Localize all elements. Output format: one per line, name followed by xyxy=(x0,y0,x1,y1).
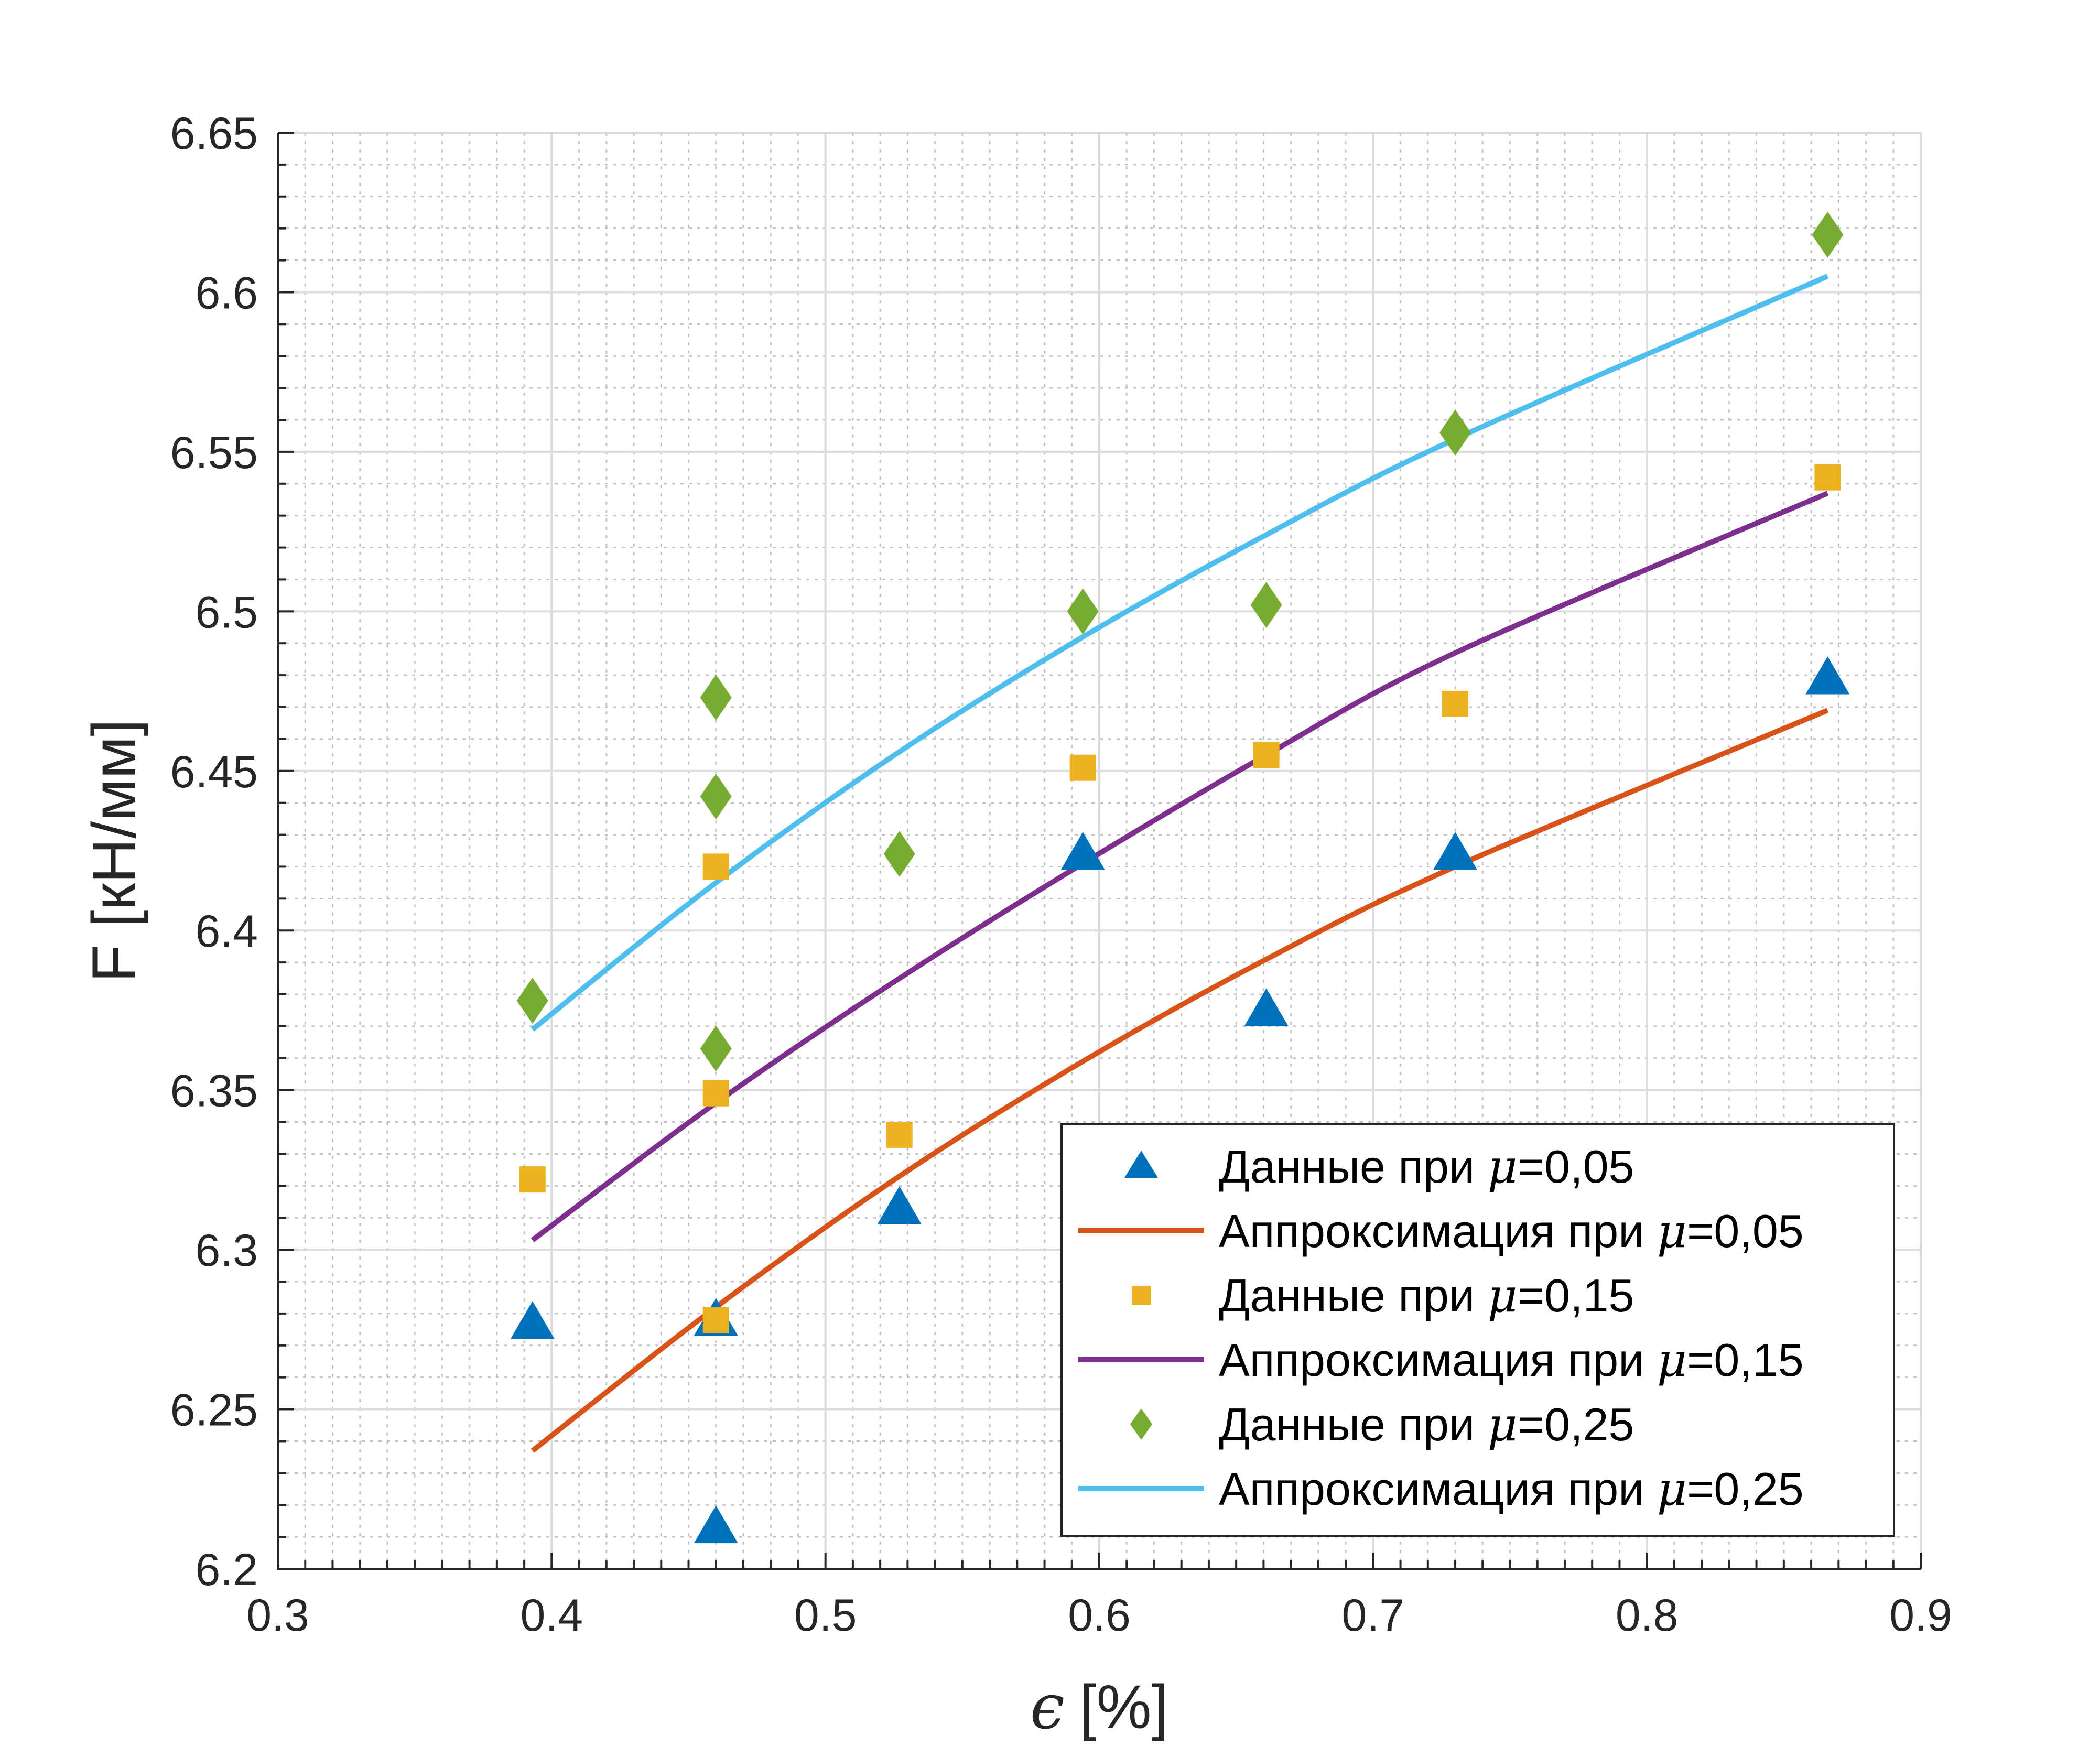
data-point-square xyxy=(1069,754,1096,781)
x-tick-label: 0.5 xyxy=(794,1590,857,1641)
data-point-diamond xyxy=(516,978,548,1024)
legend-entry: Данные при μ=0,15 xyxy=(1132,1268,1634,1322)
data-point-square xyxy=(702,1307,729,1333)
data-point-diamond xyxy=(1812,211,1844,258)
data-point-triangle xyxy=(1244,988,1289,1026)
legend-entry: Аппроксимация при μ=0,15 xyxy=(1078,1333,1804,1387)
data-point-triangle xyxy=(1060,832,1105,870)
data-point-square xyxy=(1253,742,1280,768)
x-tick-label: 0.4 xyxy=(521,1590,583,1641)
data-point-square xyxy=(886,1121,913,1148)
legend-label: Аппроксимация при μ=0,25 xyxy=(1219,1462,1804,1516)
x-axis-title: ϵ [%] xyxy=(1030,1671,1169,1743)
tick-labels: 0.3 0.4 0.5 0.6 0.7 0.8 0.9 6.2 6.25 6.3 6.35 6.4 6.… xyxy=(170,109,1952,1641)
data-point-diamond xyxy=(883,831,915,877)
data-point-diamond xyxy=(700,773,732,820)
data-point-square xyxy=(1442,690,1469,717)
series-markers xyxy=(510,211,1850,1544)
x-tick-label: 0.9 xyxy=(1889,1590,1952,1641)
data-point-square xyxy=(702,1080,729,1107)
legend-label: Данные при μ=0,05 xyxy=(1219,1140,1634,1194)
x-tick-label: 0.7 xyxy=(1342,1590,1405,1641)
data-point-diamond xyxy=(700,674,732,721)
data-point-triangle xyxy=(1433,832,1478,870)
legend-box xyxy=(1060,1123,1895,1537)
data-point-square xyxy=(519,1166,546,1193)
legend-label: Аппроксимация при μ=0,05 xyxy=(1219,1204,1804,1258)
data-point-square xyxy=(1814,464,1841,491)
y-tick-label: 6.4 xyxy=(195,906,258,957)
y-tick-label: 6.35 xyxy=(170,1066,258,1116)
y-tick-label: 6.65 xyxy=(170,109,258,159)
legend-marker-diamond xyxy=(1130,1408,1152,1440)
data-point-triangle xyxy=(694,1505,738,1544)
x-tick-label: 0.6 xyxy=(1068,1590,1131,1641)
data-point-diamond xyxy=(700,1025,732,1072)
series-line-5 xyxy=(531,274,1829,1032)
y-tick-label: 6.2 xyxy=(195,1545,258,1595)
x-tick-label: 0.3 xyxy=(246,1590,309,1641)
axes xyxy=(277,132,1922,1570)
y-tick-label: 6.6 xyxy=(195,268,258,318)
data-point-diamond xyxy=(1250,582,1282,628)
data-point-triangle xyxy=(1805,656,1850,695)
data-point-triangle xyxy=(877,1186,922,1224)
legend-marker-square xyxy=(1132,1286,1151,1305)
y-tick-label: 6.5 xyxy=(195,587,258,637)
y-axis-title: F [кН/мм] xyxy=(80,719,149,982)
data-point-triangle xyxy=(510,1301,555,1339)
epsilon-symbol: ϵ xyxy=(1030,1671,1065,1743)
y-tick-label: 6.25 xyxy=(170,1385,258,1436)
x-axis-title-text: [%] xyxy=(1079,1673,1169,1742)
legend-label: Данные при μ=0,25 xyxy=(1219,1397,1634,1451)
legend-label: Данные при μ=0,15 xyxy=(1219,1268,1634,1322)
data-point-diamond xyxy=(1067,588,1099,635)
legend-marker-triangle xyxy=(1124,1151,1158,1178)
y-tick-label: 6.45 xyxy=(170,747,258,797)
data-point-diamond xyxy=(1439,409,1471,456)
legend-entry: Данные при μ=0,05 xyxy=(1124,1140,1634,1194)
y-tick-label: 6.55 xyxy=(170,428,258,478)
legend-label: Аппроксимация при μ=0,15 xyxy=(1219,1333,1804,1387)
data-point-square xyxy=(702,853,729,880)
y-tick-label: 6.3 xyxy=(195,1226,258,1276)
legend-entry: Аппроксимация при μ=0,25 xyxy=(1078,1462,1804,1516)
legend-entry: Аппроксимация при μ=0,05 xyxy=(1078,1204,1804,1258)
legend: Данные при μ=0,05 Аппроксимация при μ=0,0… xyxy=(1060,1123,1895,1537)
x-tick-label: 0.8 xyxy=(1616,1590,1679,1641)
legend-entry: Данные при μ=0,25 xyxy=(1130,1397,1634,1451)
